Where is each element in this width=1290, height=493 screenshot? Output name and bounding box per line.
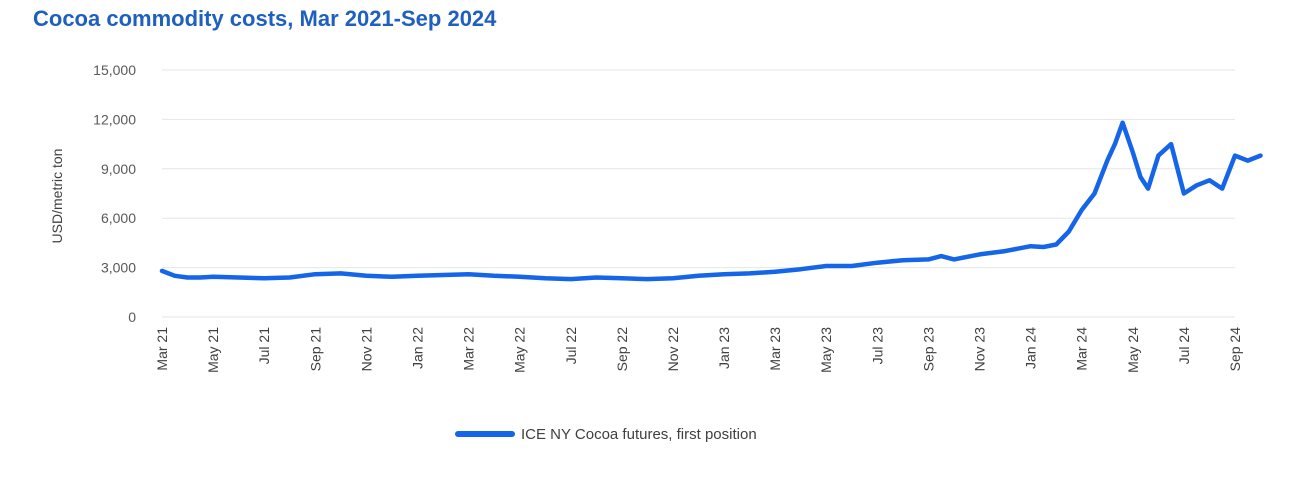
x-tick-label: May 21: [205, 327, 221, 373]
y-tick-label: 9,000: [101, 161, 136, 177]
x-tick-label: Nov 21: [358, 327, 374, 372]
x-tick-label: Sep 22: [614, 327, 630, 372]
x-tick-label: Mar 21: [154, 327, 170, 371]
legend-label: ICE NY Cocoa futures, first position: [521, 425, 757, 443]
y-tick-label: 3,000: [101, 260, 136, 276]
x-tick-label: Jul 21: [256, 327, 272, 365]
x-tick-label: Sep 21: [307, 327, 323, 372]
x-tick-label: Jan 23: [716, 327, 732, 369]
y-tick-label: 12,000: [93, 111, 136, 127]
x-tick-label: Jan 24: [1023, 327, 1039, 369]
x-axis-ticks: Mar 21 May 21 Jul 21 Sep 21 Nov 21 Jan 22 Mar …: [154, 327, 1243, 373]
x-tick-label: Sep 23: [920, 327, 936, 372]
legend-swatch: [455, 431, 515, 437]
x-tick-label: May 24: [1125, 327, 1141, 373]
x-tick-label: Mar 24: [1074, 327, 1090, 371]
legend: ICE NY Cocoa futures, first position: [455, 421, 757, 447]
x-tick-label: Jul 24: [1176, 327, 1192, 365]
y-axis-ticks: 0 3,000 6,000 9,000 12,000 15,000: [93, 62, 136, 325]
series-line-ice-ny-cocoa: [159, 120, 1263, 282]
y-tick-label: 0: [128, 309, 136, 325]
x-tick-label: Sep 24: [1227, 327, 1243, 372]
x-tick-label: Nov 22: [665, 327, 681, 372]
x-tick-label: Jul 23: [869, 327, 885, 365]
x-tick-label: Jan 22: [409, 327, 425, 369]
x-tick-label: Mar 23: [767, 327, 783, 371]
y-tick-label: 15,000: [93, 62, 136, 78]
x-tick-label: May 22: [512, 327, 528, 373]
x-tick-label: Nov 23: [972, 327, 988, 372]
x-tick-label: May 23: [818, 327, 834, 373]
x-tick-label: Jul 22: [563, 327, 579, 365]
y-tick-label: 6,000: [101, 210, 136, 226]
x-tick-label: Mar 22: [461, 327, 477, 371]
chart-title: Cocoa commodity costs, Mar 2021-Sep 2024: [33, 6, 497, 31]
grid-lines: [162, 69, 1235, 318]
y-axis-label: USD/metric ton: [49, 149, 65, 244]
